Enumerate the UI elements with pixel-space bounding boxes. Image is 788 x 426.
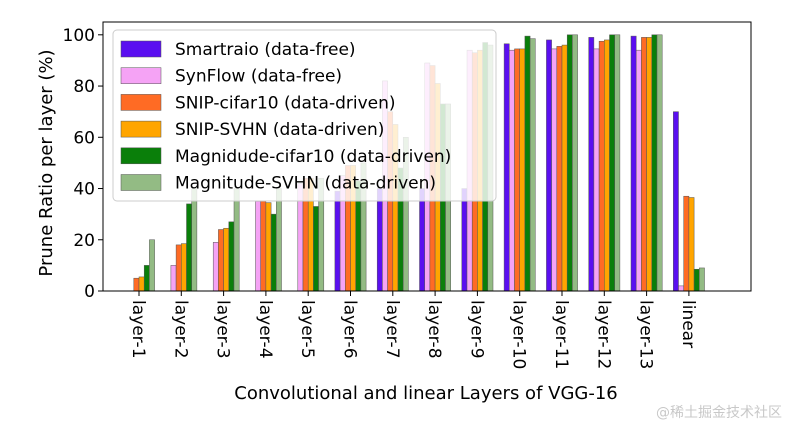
bar [551, 48, 558, 292]
bar [255, 201, 261, 292]
y-tick-label: 80 [73, 77, 95, 97]
bar [191, 188, 198, 292]
bar [376, 188, 383, 292]
bar [556, 46, 563, 292]
plot-frame [102, 21, 752, 292]
bar [614, 34, 621, 292]
y-tick-label: 20 [73, 231, 95, 251]
x-tick-label: layer-11 [551, 300, 571, 369]
bar [635, 49, 642, 292]
bar [598, 40, 605, 292]
bar [693, 268, 700, 292]
bar [223, 227, 230, 292]
legend-label: Smartraio (data-free) [175, 40, 356, 60]
bar [572, 34, 578, 292]
x-tick-label: layer-10 [509, 300, 529, 369]
bar [133, 277, 140, 292]
legend-swatch [120, 67, 162, 84]
bar [503, 43, 510, 292]
bar [651, 34, 658, 292]
bar [656, 34, 663, 292]
bar [170, 265, 177, 292]
bar [524, 35, 531, 292]
bar [313, 206, 319, 292]
bar [143, 265, 150, 292]
bar [270, 213, 277, 292]
axes-layer: 0 20 40 60 80 100 layer-1 layer-2 layer-3 layer-4… [63, 21, 752, 369]
legend-box [112, 29, 497, 202]
legend-label: SNIP-SVHN (data-driven) [175, 120, 384, 140]
bar [699, 267, 705, 292]
y-tick-label: 40 [73, 180, 95, 200]
bar [630, 35, 637, 292]
y-tick-label: 60 [73, 128, 95, 148]
bar [218, 229, 224, 292]
y-tick-label: 0 [84, 282, 95, 302]
bar [546, 39, 552, 292]
bar [604, 39, 610, 292]
y-axis-title: Prune Ratio per layer (%) [36, 49, 57, 276]
bar [641, 37, 647, 292]
bar [609, 34, 615, 292]
legend-label: SNIP-cifar10 (data-driven) [175, 93, 396, 113]
legend-label: Magnidude-cifar10 (data-driven) [175, 147, 451, 167]
bar [175, 244, 182, 292]
bar [519, 48, 526, 292]
x-tick-label: layer-6 [340, 300, 360, 359]
legend-swatch [120, 147, 162, 165]
bar [593, 48, 600, 292]
bar [683, 195, 690, 292]
x-axis-title: Convolutional and linear Layers of VGG-1… [234, 383, 617, 404]
bar [561, 44, 568, 292]
bar [149, 239, 155, 292]
legend-label: Magnitude-SVHN (data-driven) [175, 174, 436, 194]
legend-swatch [120, 40, 162, 58]
bar [509, 49, 515, 292]
bar [419, 188, 425, 292]
bar [514, 48, 520, 292]
bar [181, 243, 187, 292]
bar [646, 37, 653, 292]
bar [461, 188, 468, 292]
x-tick-label: layer-3 [213, 300, 233, 359]
x-tick-label: layer-13 [636, 300, 656, 369]
x-tick-label: linear [678, 300, 698, 348]
bar [228, 221, 235, 292]
y-tick-label: 100 [63, 26, 95, 46]
bar [138, 276, 145, 292]
bar [260, 201, 267, 292]
x-tick-label: layer-12 [593, 300, 613, 369]
bar [566, 34, 573, 292]
x-tick-label: layer-8 [424, 300, 444, 359]
bar [186, 203, 192, 292]
legend: Smartraio (data-free) SynFlow (data-free)… [112, 29, 497, 202]
x-tick-label: layer-7 [382, 300, 402, 359]
bar [678, 285, 684, 292]
bar [276, 188, 282, 292]
x-tick-label: layer-5 [297, 300, 317, 359]
bar [334, 190, 341, 292]
bar [588, 37, 595, 292]
bar [265, 202, 272, 292]
x-tick-label: layer-4 [255, 300, 275, 359]
bar [688, 197, 695, 292]
x-tick-label: layer-1 [128, 300, 148, 359]
x-tick-label: layer-2 [170, 300, 190, 359]
legend-swatch [120, 94, 162, 111]
bar [673, 111, 679, 292]
bar [233, 188, 240, 292]
legend-label: SynFlow (data-free) [175, 67, 342, 87]
watermark: @稀土掘金技术社区 [656, 405, 782, 421]
legend-swatch [120, 120, 162, 138]
bar [529, 38, 536, 292]
x-tick-label: layer-9 [466, 300, 486, 359]
bar [212, 242, 219, 292]
legend-swatch [120, 174, 162, 191]
